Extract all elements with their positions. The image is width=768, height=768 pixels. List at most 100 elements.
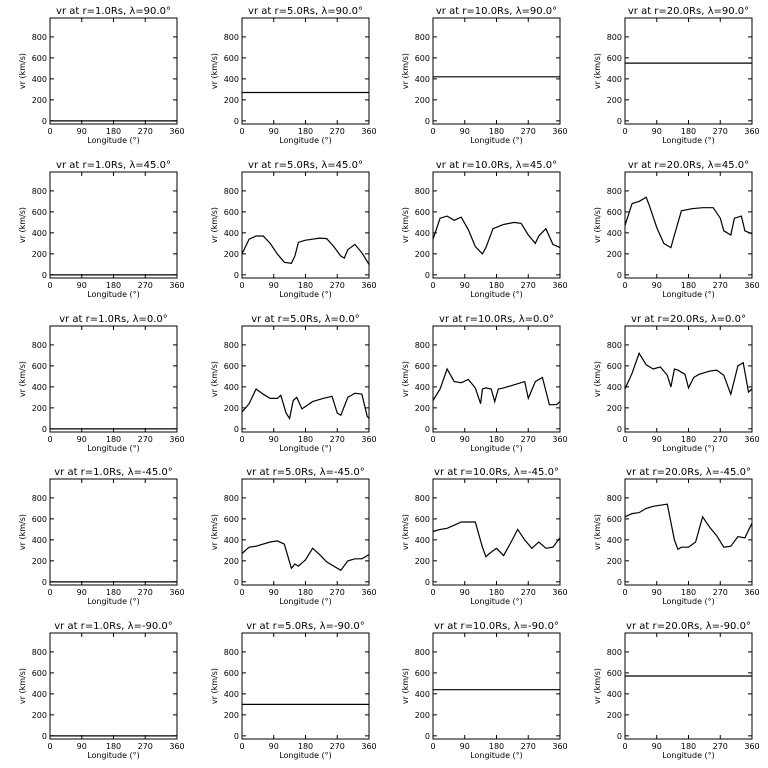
x-tick-label: 90 [269, 127, 279, 136]
panel-title: vr at r=20.0Rs, λ=90.0° [628, 6, 749, 17]
x-axis-label: Longitude (°) [662, 597, 715, 606]
x-tick-label: 0 [47, 742, 52, 751]
y-tick-label: 400 [32, 690, 47, 699]
plot-frame [241, 17, 370, 125]
x-tick-label: 180 [681, 588, 696, 597]
chart-panel: vr at r=10.0Rs, λ=0.0° 0 90 180 270 360 0 200 40… [401, 314, 568, 453]
y-tick-label: 200 [224, 250, 239, 259]
y-axis-label: vr (km/s) [401, 361, 410, 397]
y-tick-label: 800 [607, 33, 622, 42]
panel-title: vr at r=20.0Rs, λ=-90.0° [626, 621, 751, 632]
series-line [432, 367, 561, 406]
y-tick-label: 800 [32, 494, 47, 503]
x-tick-label: 180 [489, 127, 504, 136]
y-axis-label: vr (km/s) [18, 514, 27, 550]
y-tick-label: 800 [32, 33, 47, 42]
x-tick-label: 360 [552, 281, 567, 290]
panel-title: vr at r=1.0Rs, λ=90.0° [56, 6, 171, 17]
x-tick-label: 360 [744, 742, 759, 751]
chart-panel: vr at r=20.0Rs, λ=-45.0° 0 90 180 270 360 0 200… [593, 467, 760, 606]
x-tick-label: 0 [47, 281, 52, 290]
chart-panel: vr at r=20.0Rs, λ=0.0° 0 90 180 270 360 0 200 40… [593, 314, 760, 453]
y-tick-label: 200 [607, 711, 622, 720]
y-tick-label: 800 [32, 648, 47, 657]
x-tick-label: 270 [330, 281, 345, 290]
y-axis-label: vr (km/s) [593, 361, 602, 397]
y-tick-label: 800 [224, 187, 239, 196]
chart-panel: vr at r=1.0Rs, λ=0.0° 0 90 180 270 360 0 200 400… [18, 314, 185, 453]
y-tick-label: 0 [425, 578, 430, 587]
x-axis-label: Longitude (°) [662, 290, 715, 299]
x-axis-label: Longitude (°) [87, 136, 140, 145]
series-line [624, 503, 753, 551]
y-tick-label: 600 [607, 362, 622, 371]
x-tick-label: 0 [622, 435, 627, 444]
y-tick-label: 200 [607, 250, 622, 259]
x-tick-label: 360 [744, 588, 759, 597]
x-tick-label: 0 [622, 588, 627, 597]
chart-panel: vr at r=10.0Rs, λ=45.0° 0 90 180 270 360 0 200 4… [401, 160, 568, 299]
chart-panel: vr at r=20.0Rs, λ=-90.0° 0 90 180 270 360 0 200… [593, 621, 760, 760]
y-tick-label: 600 [607, 515, 622, 524]
y-tick-label: 600 [224, 669, 239, 678]
series-line [432, 521, 561, 558]
y-tick-label: 600 [607, 669, 622, 678]
x-tick-label: 270 [521, 127, 536, 136]
panel-title: vr at r=10.0Rs, λ=-90.0° [434, 621, 559, 632]
y-axis-label: vr (km/s) [210, 207, 219, 243]
y-tick-label: 400 [607, 536, 622, 545]
y-tick-label: 800 [224, 33, 239, 42]
chart-panel: vr at r=1.0Rs, λ=45.0° 0 90 180 270 360 0 200 40… [18, 160, 185, 299]
series-line [241, 388, 370, 420]
x-tick-label: 270 [330, 588, 345, 597]
x-axis-label: Longitude (°) [87, 290, 140, 299]
x-tick-label: 0 [47, 435, 52, 444]
y-axis-label: vr (km/s) [401, 53, 410, 89]
plot-frame [241, 632, 370, 740]
y-tick-label: 0 [42, 732, 47, 741]
y-tick-label: 600 [607, 208, 622, 217]
y-tick-label: 400 [32, 229, 47, 238]
y-tick-label: 800 [224, 494, 239, 503]
x-tick-label: 0 [47, 127, 52, 136]
y-tick-label: 200 [415, 711, 430, 720]
y-tick-label: 0 [42, 425, 47, 434]
series-line [624, 196, 753, 249]
x-tick-label: 180 [298, 588, 313, 597]
x-tick-label: 90 [269, 281, 279, 290]
y-tick-label: 200 [607, 557, 622, 566]
panel-title: vr at r=10.0Rs, λ=45.0° [436, 160, 557, 171]
y-tick-label: 0 [234, 271, 239, 280]
x-axis-label: Longitude (°) [662, 751, 715, 760]
x-tick-label: 90 [269, 588, 279, 597]
y-tick-label: 400 [415, 75, 430, 84]
x-tick-label: 0 [430, 435, 435, 444]
x-tick-label: 0 [430, 588, 435, 597]
plot-frame [624, 632, 753, 740]
x-tick-label: 360 [169, 281, 184, 290]
x-tick-label: 90 [269, 435, 279, 444]
y-tick-label: 0 [42, 271, 47, 280]
x-tick-label: 180 [489, 281, 504, 290]
x-tick-label: 270 [138, 742, 153, 751]
panel-title: vr at r=5.0Rs, λ=90.0° [248, 6, 363, 17]
y-axis-label: vr (km/s) [593, 53, 602, 89]
x-tick-label: 360 [552, 742, 567, 751]
panel-title: vr at r=1.0Rs, λ=-45.0° [54, 467, 173, 478]
y-tick-label: 0 [617, 271, 622, 280]
x-tick-label: 180 [298, 281, 313, 290]
y-axis-label: vr (km/s) [593, 668, 602, 704]
x-tick-label: 180 [681, 742, 696, 751]
x-tick-label: 90 [652, 435, 662, 444]
x-tick-label: 360 [744, 435, 759, 444]
y-tick-label: 200 [607, 404, 622, 413]
y-tick-label: 800 [224, 341, 239, 350]
y-tick-label: 600 [415, 669, 430, 678]
chart-panel: vr at r=5.0Rs, λ=90.0° 0 90 180 270 360 0 200 40… [210, 6, 377, 145]
x-tick-label: 0 [239, 281, 244, 290]
x-axis-label: Longitude (°) [470, 136, 523, 145]
y-tick-label: 400 [415, 690, 430, 699]
x-tick-label: 270 [713, 742, 728, 751]
y-tick-label: 400 [607, 229, 622, 238]
series-line [241, 235, 370, 265]
